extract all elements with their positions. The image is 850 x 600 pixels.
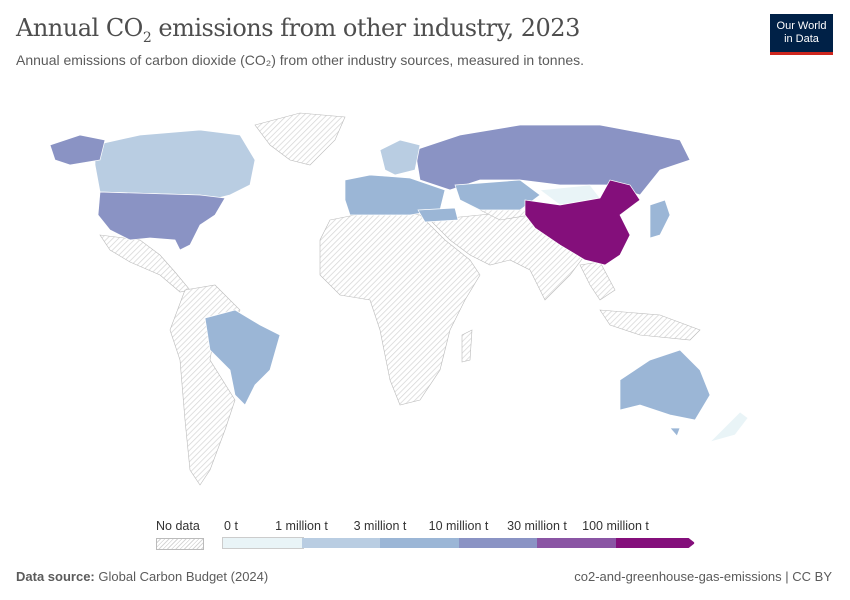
country-canada — [94, 129, 256, 201]
country-japan — [649, 199, 671, 239]
legend-bin[interactable] — [380, 538, 460, 548]
data-source-link[interactable]: Global Carbon Budget (2024) — [98, 569, 269, 584]
legend-tick-label: 3 million t — [353, 519, 407, 533]
africa — [319, 209, 481, 406]
country-united-states — [97, 191, 226, 251]
country-russia — [414, 124, 691, 196]
legend-tick-label: 30 million t — [507, 519, 567, 533]
country-scandinavia — [379, 139, 421, 176]
data-source: Data source: Global Carbon Budget (2024) — [16, 569, 269, 584]
greenland — [254, 112, 346, 166]
legend-no-data-swatch — [156, 538, 204, 550]
legend-tick-label: 10 million t — [428, 519, 489, 533]
legend-bin[interactable] — [537, 538, 617, 548]
legend-tick-label: 1 million t — [275, 519, 328, 533]
legend-bin[interactable] — [615, 538, 695, 548]
legend-bin[interactable] — [222, 537, 304, 549]
country-china — [524, 179, 641, 266]
country-brazil — [204, 309, 281, 406]
country-turkey — [417, 207, 459, 223]
world-map — [49, 112, 749, 486]
country-kazakhstan — [454, 179, 541, 211]
country-new-zealand — [708, 411, 749, 443]
chart-subtitle: Annual emissions of carbon dioxide (CO₂)… — [16, 52, 585, 68]
legend-no-data-label: No data — [156, 519, 200, 533]
southeast-asia — [579, 261, 701, 341]
legend-tick-label: 0 t — [224, 519, 238, 533]
owid-logo[interactable]: Our World in Data — [770, 14, 833, 55]
country-alaska — [49, 134, 106, 166]
legend-bin[interactable] — [458, 538, 538, 548]
country-tasmania — [669, 427, 681, 437]
country-australia — [619, 349, 711, 421]
legend-bin[interactable] — [301, 538, 381, 548]
chart-title: Annual CO2 emissions from other industry… — [16, 14, 580, 46]
madagascar — [461, 329, 473, 363]
legend-tick-label: 100 million t — [582, 519, 649, 533]
chart-slug-license[interactable]: co2-and-greenhouse-gas-emissions | CC BY — [574, 569, 832, 584]
